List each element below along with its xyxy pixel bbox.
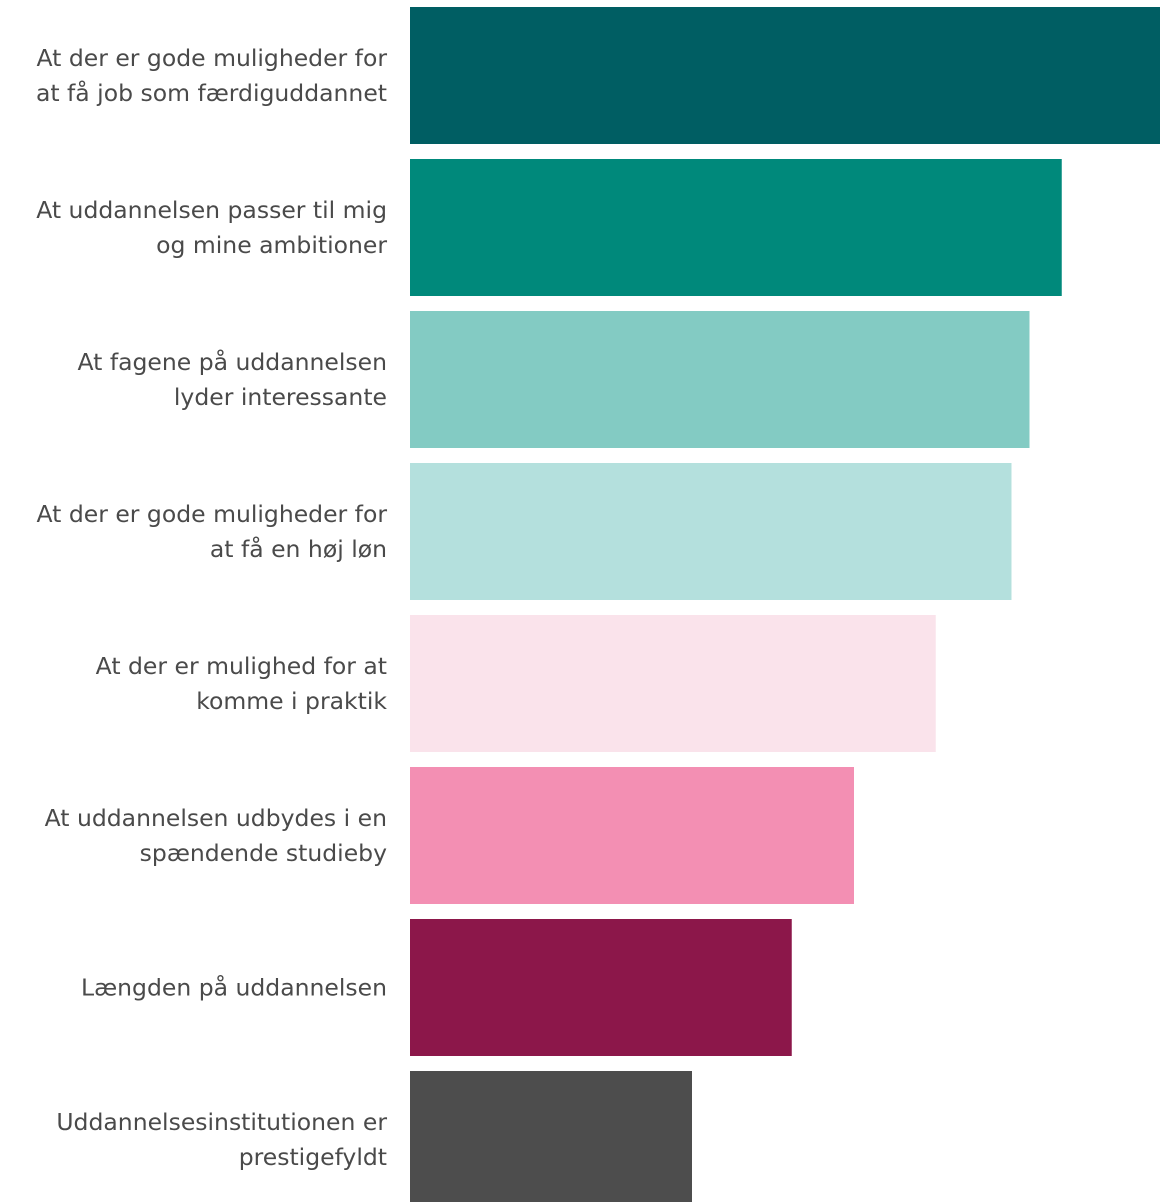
category-label-4: At der er gode muligheder for at få en hø… xyxy=(36,500,387,563)
category-label-1: At der er gode muligheder for at få job s… xyxy=(36,44,387,107)
category-label-line: prestigefyldt xyxy=(239,1143,387,1171)
category-label-line: komme i praktik xyxy=(196,687,387,715)
category-label-line: at få job som færdiguddannet xyxy=(36,79,387,107)
bar-3 xyxy=(410,311,1030,448)
bar-6 xyxy=(410,767,854,904)
category-label-7: Længden på uddannelsen xyxy=(81,974,387,1002)
category-label-line: spændende studieby xyxy=(140,839,387,867)
bar-2 xyxy=(410,159,1062,296)
bar-4 xyxy=(410,463,1012,600)
category-label-5: At der er mulighed for at komme i praktik xyxy=(96,652,388,715)
category-label-line: lyder interessante xyxy=(174,383,387,411)
bar-8 xyxy=(410,1071,692,1202)
category-label-line: At der er mulighed for at xyxy=(96,652,387,680)
category-label-line: at få en høj løn xyxy=(210,535,387,563)
category-label-line: Længden på uddannelsen xyxy=(81,974,387,1002)
category-label-6: At uddannelsen udbydes i en spændende stu… xyxy=(45,804,387,867)
category-label-line: At der er gode muligheder for xyxy=(36,500,387,528)
bar-1 xyxy=(410,7,1160,144)
category-label-line: Uddannelsesinstitutionen er xyxy=(56,1108,387,1136)
category-label-line: At uddannelsen udbydes i en xyxy=(45,804,387,832)
category-label-line: At der er gode muligheder for xyxy=(36,44,387,72)
bar-5 xyxy=(410,615,936,752)
bars-group xyxy=(410,7,1160,1202)
category-label-2: At uddannelsen passer til mig og mine amb… xyxy=(36,196,387,259)
bar-7 xyxy=(410,919,792,1056)
category-label-3: At fagene på uddannelsen lyder interessan… xyxy=(77,348,387,411)
category-labels-group: At der er gode muligheder for at få job s… xyxy=(36,44,387,1171)
category-label-line: At uddannelsen passer til mig xyxy=(36,196,387,224)
category-label-line: og mine ambitioner xyxy=(156,231,387,259)
category-label-line: At fagene på uddannelsen xyxy=(77,348,387,376)
category-label-8: Uddannelsesinstitutionen er prestigefyldt xyxy=(56,1108,387,1171)
